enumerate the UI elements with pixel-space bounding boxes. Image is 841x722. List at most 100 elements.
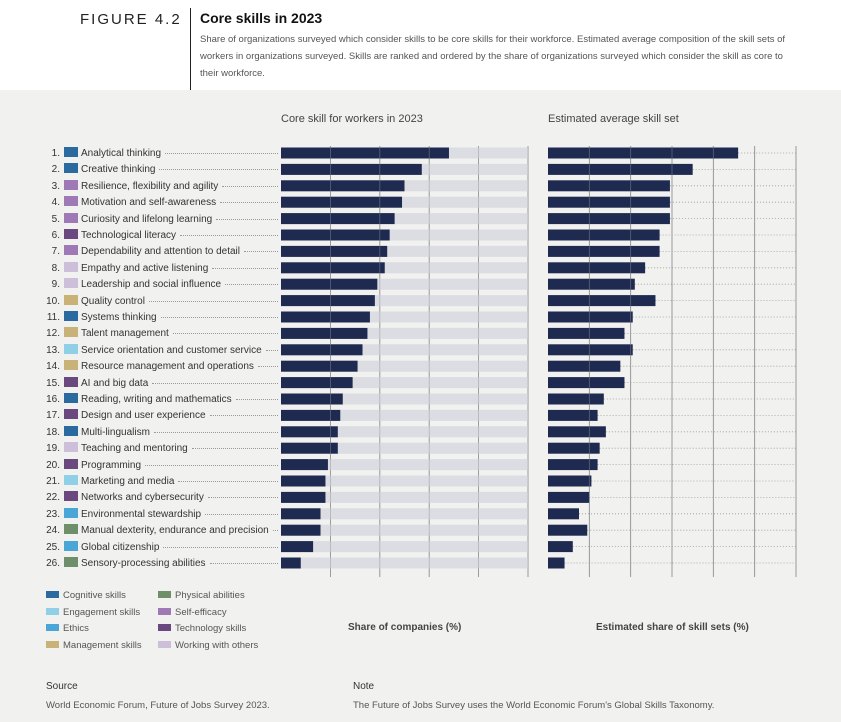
skill-name: Leadership and social influence — [81, 279, 222, 291]
legend-label: Self-efficacy — [175, 606, 227, 618]
skill-rank: 24. — [46, 525, 60, 537]
skill-rank: 18. — [46, 426, 60, 438]
bar — [548, 278, 635, 290]
bar — [548, 163, 693, 175]
skill-name: Creative thinking — [81, 164, 156, 176]
skill-category-swatch — [64, 196, 78, 207]
skill-name: Manual dexterity, endurance and precisio… — [81, 525, 269, 537]
skill-category-swatch — [64, 229, 78, 239]
skill-rank: 12. — [46, 328, 60, 340]
skill-row-label: 5. Curiosity and lifelong learning — [32, 212, 212, 225]
bar — [281, 163, 422, 175]
bar — [281, 360, 358, 372]
skill-name: Empathy and active listening — [81, 262, 209, 274]
skill-rank: 2. — [51, 164, 60, 176]
bar — [548, 229, 660, 241]
skill-rank: 4. — [51, 197, 60, 209]
skill-name: Talent management — [81, 328, 169, 340]
bar — [281, 180, 405, 192]
bar-track — [281, 442, 528, 454]
skill-name: Design and user experience — [81, 410, 206, 422]
legend-item: Technology skills — [158, 623, 246, 634]
legend-label: Cognitive skills — [63, 590, 126, 601]
skill-row-label: 1. Analytical thinking — [32, 147, 161, 159]
skill-name: Multi-lingualism — [81, 426, 150, 438]
row-leader — [149, 300, 278, 302]
row-leader — [178, 481, 278, 482]
bar — [548, 180, 670, 192]
bar-track — [281, 426, 528, 438]
bar — [281, 475, 326, 487]
skill-category-swatch — [64, 557, 78, 567]
legend-swatch — [46, 607, 59, 615]
bar — [281, 377, 353, 389]
skill-rank: 8. — [51, 262, 60, 274]
bar — [281, 459, 328, 471]
bar — [281, 229, 390, 241]
skill-rank: 21. — [46, 476, 60, 487]
legend-swatch — [158, 640, 171, 648]
note-text: The Future of Jobs Survey uses the World… — [353, 700, 715, 711]
bar-track — [281, 229, 528, 241]
row-leader — [212, 267, 278, 269]
skill-row-label: 23. Environmental stewardship — [32, 507, 201, 520]
skill-row-label: 25. Global citizenship — [32, 540, 159, 553]
legend-label: Ethics — [63, 623, 89, 634]
skill-row-label: 15. AI and big data — [32, 376, 148, 389]
skill-name: Reading, writing and mathematics — [81, 394, 232, 405]
skill-name: Programming — [81, 459, 142, 471]
bar-track — [281, 377, 528, 389]
skill-category-swatch — [64, 343, 78, 354]
skill-rank: 9. — [51, 279, 60, 291]
legend-label: Engagement skills — [63, 606, 141, 618]
bar-track — [281, 278, 528, 290]
skill-name: Quality control — [81, 295, 145, 307]
row-leader — [161, 317, 278, 318]
skill-category-swatch — [64, 179, 78, 190]
footer: Source World Economic Forum, Future of J… — [0, 670, 841, 722]
bar — [281, 524, 321, 536]
skill-row-label: 3. Resilience, flexibility and agility — [32, 179, 218, 192]
skill-category-swatch — [64, 147, 78, 157]
row-leader — [222, 185, 278, 187]
bar — [548, 360, 621, 372]
bar-track — [281, 360, 528, 372]
skill-row-label: 14. Resource management and operations — [32, 360, 254, 372]
bar — [281, 491, 326, 503]
skill-rank: 26. — [46, 558, 60, 569]
skill-category-swatch — [64, 278, 78, 289]
bar — [281, 213, 395, 225]
source-heading: Source — [46, 681, 78, 692]
row-leader — [154, 431, 278, 433]
legend-item: Ethics — [46, 623, 89, 634]
skill-row-label: 19. Teaching and mentoring — [32, 442, 188, 454]
row-leader — [173, 333, 278, 335]
skill-name: Dependability and attention to detail — [81, 246, 241, 258]
skill-rank: 22. — [46, 492, 60, 504]
skill-row-label: 26. Sensory-processing abilities — [32, 557, 206, 569]
skill-row-label: 18. Multi-lingualism — [32, 425, 150, 438]
skill-category-swatch — [64, 540, 78, 551]
legend-swatch — [158, 591, 171, 598]
bar — [548, 524, 588, 536]
skill-name: Sensory-processing abilities — [81, 558, 206, 569]
chart-subtitle: Share of organizations surveyed which co… — [200, 34, 786, 79]
row-leader — [216, 218, 278, 220]
skill-category-swatch — [64, 376, 78, 387]
bar — [281, 442, 338, 454]
row-leader — [273, 530, 278, 532]
skill-row-label: 9. Leadership and social influence — [32, 278, 221, 290]
chart-title: Core skills in 2023 — [200, 10, 323, 26]
row-leader — [244, 251, 278, 253]
skill-category-swatch — [64, 311, 78, 321]
right-x-axis-title: Estimated share of skill sets (%) — [596, 622, 749, 633]
skill-name: Resource management and operations — [81, 361, 254, 373]
row-leader — [205, 513, 278, 515]
legend-swatch — [158, 607, 171, 615]
bar — [548, 475, 592, 487]
skill-category-swatch — [64, 163, 78, 174]
skill-rank: 6. — [51, 230, 60, 241]
skill-category-swatch — [64, 245, 78, 256]
skill-rank: 19. — [46, 443, 60, 455]
bar-track — [281, 475, 528, 487]
